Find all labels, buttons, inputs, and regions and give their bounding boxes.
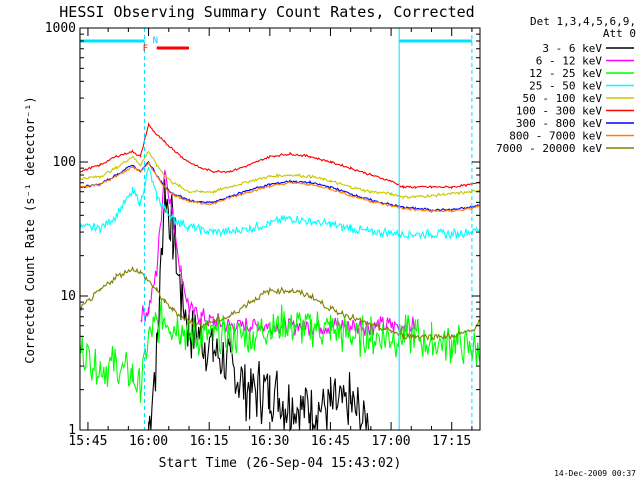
footer-date: 14-Dec-2009 00:37 bbox=[554, 469, 636, 478]
x-tick-label: 17:15 bbox=[432, 434, 471, 449]
x-tick-label: 16:15 bbox=[190, 434, 229, 449]
series-line-12-25-keV bbox=[79, 298, 481, 403]
plot-area bbox=[80, 28, 480, 430]
series-line-300-800-keV bbox=[79, 160, 481, 212]
legend-label: 300 - 800 keV bbox=[516, 117, 602, 130]
legend-label: 6 - 12 keV bbox=[536, 55, 603, 68]
legend-header-line: Det 1,3,4,5,6,9, bbox=[530, 15, 636, 28]
x-axis-label: Start Time (26-Sep-04 15:43:02) bbox=[159, 456, 402, 471]
legend-label: 800 - 7000 keV bbox=[509, 130, 602, 143]
x-tick-label: 16:30 bbox=[250, 434, 289, 449]
x-tick-label: 16:00 bbox=[129, 434, 168, 449]
series-line-100-300-keV bbox=[79, 122, 481, 190]
plot-frame-fill bbox=[80, 28, 480, 430]
series-line-3-6-keV bbox=[148, 179, 372, 432]
saa-flag-label: N bbox=[153, 36, 158, 46]
series-line-800-7000-keV bbox=[79, 161, 480, 214]
legend-label: 100 - 300 keV bbox=[516, 105, 602, 118]
series-line-25-50-keV bbox=[79, 166, 481, 240]
axes: 1 10 100 1000 15:45 16:00 16:15 16:30 16:45 17:00… bbox=[45, 21, 481, 449]
series-layer bbox=[79, 122, 481, 432]
legend-label: 3 - 6 keV bbox=[542, 42, 602, 55]
flare-flag-label: F bbox=[143, 44, 148, 54]
x-tick-label: 16:45 bbox=[311, 434, 350, 449]
chart-title: HESSI Observing Summary Count Rates, Cor… bbox=[59, 3, 474, 21]
axes-frame bbox=[79, 27, 481, 431]
legend-header: Det 1,3,4,5,6,9,Att 0 bbox=[530, 15, 636, 40]
legend-label: 12 - 25 keV bbox=[529, 67, 602, 80]
x-tick-label: 17:00 bbox=[372, 434, 411, 449]
y-tick-label: 1 bbox=[68, 423, 76, 438]
y-axis-label: Corrected Count Rate (s⁻¹ detector⁻¹) bbox=[23, 96, 37, 363]
y-tick-label: 1000 bbox=[45, 21, 76, 36]
legend-header-line: Att 0 bbox=[603, 27, 636, 40]
y-tick-label: 10 bbox=[60, 289, 76, 304]
y-tick-label: 100 bbox=[53, 155, 76, 170]
x-tick-label: 15:45 bbox=[68, 434, 107, 449]
legend-label: 50 - 100 keV bbox=[523, 92, 603, 105]
series-line-50-100-keV bbox=[79, 150, 481, 201]
legend-label: 25 - 50 keV bbox=[529, 80, 602, 93]
series-line-7000-20000-keV bbox=[79, 266, 481, 341]
legend-label: 7000 - 20000 keV bbox=[496, 142, 602, 155]
